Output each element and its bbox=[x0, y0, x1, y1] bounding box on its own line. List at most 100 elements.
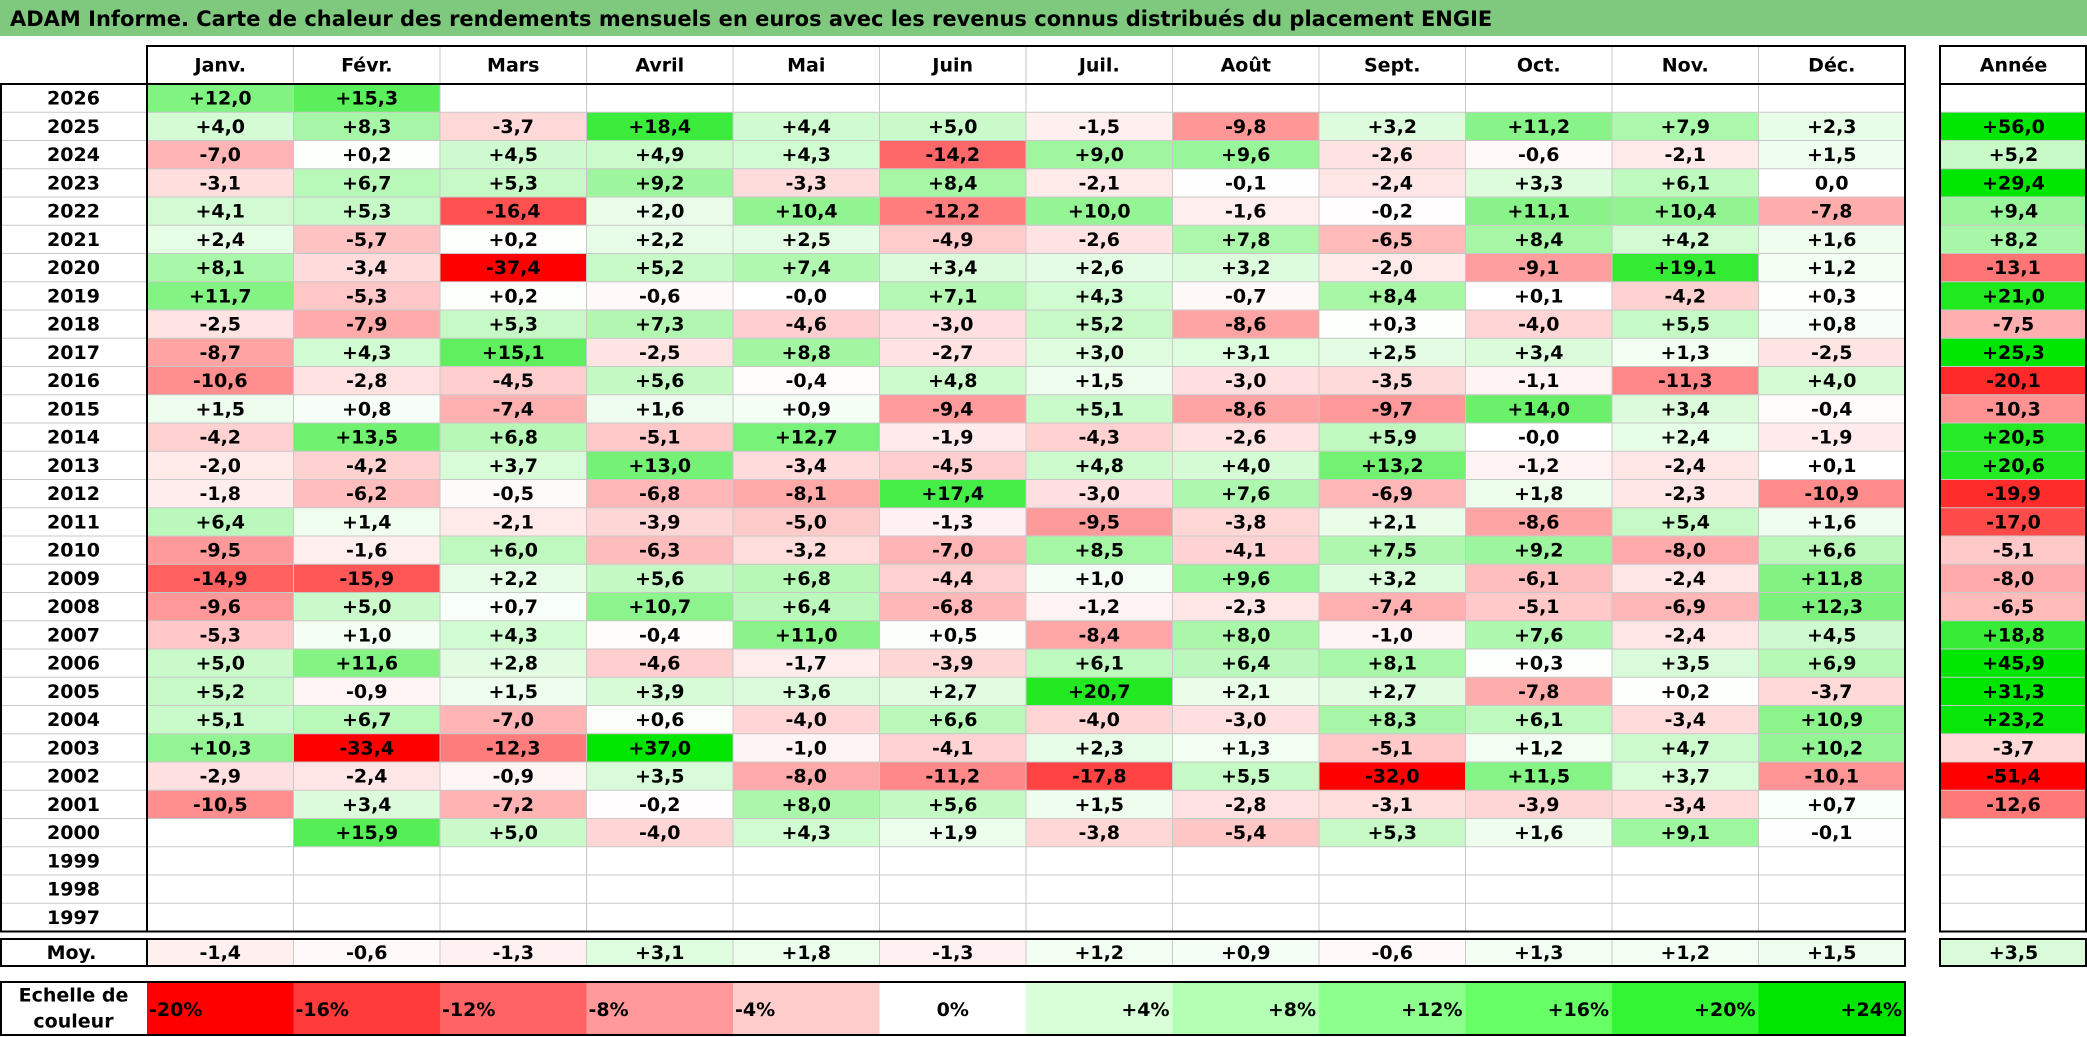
cell-value: +1,5 bbox=[195, 398, 245, 420]
heatmap-cell bbox=[586, 253, 733, 282]
color-scale-label: -20% bbox=[149, 999, 202, 1021]
heatmap-cell bbox=[440, 168, 587, 197]
color-scale-swatch bbox=[733, 982, 880, 1035]
cell-value: -1,1 bbox=[1518, 370, 1560, 392]
cell-value: +0,2 bbox=[342, 144, 392, 166]
cell-value: +5,0 bbox=[195, 653, 245, 675]
annual-value: +21,0 bbox=[1982, 285, 2045, 307]
cell-value: -8,0 bbox=[785, 766, 827, 788]
average-value: -1,4 bbox=[199, 942, 241, 964]
annual-value: -5,1 bbox=[1993, 540, 2035, 562]
cell-value: -5,1 bbox=[639, 427, 681, 449]
heatmap-cell bbox=[879, 253, 1026, 282]
heatmap-cell bbox=[1465, 536, 1612, 565]
heatmap-cell bbox=[293, 592, 440, 621]
average-cell bbox=[1758, 939, 1905, 966]
cell-value: -7,8 bbox=[1811, 201, 1853, 223]
heatmap-cell bbox=[733, 479, 880, 508]
cell-value: -5,3 bbox=[199, 624, 241, 646]
cell-value: +1,5 bbox=[488, 681, 538, 703]
chart-title: ADAM Informe. Carte de chaleur des rende… bbox=[0, 0, 2087, 36]
cell-value: +4,3 bbox=[781, 144, 831, 166]
average-cell bbox=[586, 939, 733, 966]
heatmap-cell bbox=[1319, 281, 1466, 310]
cell-value: +0,2 bbox=[1660, 681, 1710, 703]
cell-value: +4,0 bbox=[1221, 455, 1271, 477]
color-scale-label: +16% bbox=[1548, 999, 1609, 1021]
cell-value: +2,4 bbox=[1660, 427, 1710, 449]
cell-value: +5,3 bbox=[488, 172, 538, 194]
cell-value: +3,5 bbox=[1660, 653, 1710, 675]
heatmap-cell bbox=[440, 451, 587, 480]
heatmap-cell bbox=[147, 790, 294, 819]
heatmap-cell bbox=[879, 479, 1026, 508]
cell-value: -1,9 bbox=[1811, 427, 1853, 449]
heatmap-cell bbox=[879, 394, 1026, 423]
annual-cell bbox=[1940, 310, 2087, 339]
cell-value: -2,4 bbox=[1371, 172, 1413, 194]
cell-value: -15,9 bbox=[339, 568, 394, 590]
cell-value: +10,4 bbox=[775, 201, 838, 223]
cell-value: +13,2 bbox=[1361, 455, 1424, 477]
heatmap-cell bbox=[293, 564, 440, 593]
heatmap-cell bbox=[1758, 310, 1905, 339]
heatmap-cell bbox=[1465, 592, 1612, 621]
heatmap-cell bbox=[1172, 366, 1319, 395]
cell-value: +0,1 bbox=[1807, 455, 1857, 477]
annual-value: +25,3 bbox=[1982, 342, 2045, 364]
row-year-label: 2017 bbox=[47, 342, 100, 364]
cell-value: -5,7 bbox=[346, 229, 388, 251]
cell-value: -2,3 bbox=[1664, 483, 1706, 505]
cell-value: +5,5 bbox=[1221, 766, 1271, 788]
cell-value: +2,4 bbox=[195, 229, 245, 251]
cell-value: +8,1 bbox=[195, 257, 245, 279]
cell-value: +3,6 bbox=[781, 681, 831, 703]
cell-value: +1,9 bbox=[928, 822, 978, 844]
cell-value: -1,0 bbox=[1371, 624, 1413, 646]
heatmap-cell bbox=[1026, 225, 1173, 254]
heatmap-cell bbox=[440, 366, 587, 395]
heatmap-cell bbox=[879, 790, 1026, 819]
heatmap-cell bbox=[1172, 394, 1319, 423]
heatmap-cell bbox=[1172, 168, 1319, 197]
cell-value: -1,2 bbox=[1518, 455, 1560, 477]
heatmap-cell bbox=[440, 536, 587, 565]
heatmap-cell bbox=[879, 225, 1026, 254]
heatmap-cell bbox=[733, 281, 880, 310]
heatmap-cell bbox=[1172, 818, 1319, 847]
cell-value: -16,4 bbox=[486, 201, 541, 223]
heatmap-cell bbox=[293, 705, 440, 734]
cell-value: +3,3 bbox=[1514, 172, 1564, 194]
annual-cell bbox=[1940, 564, 2087, 593]
heatmap-cell bbox=[1172, 225, 1319, 254]
heatmap-cell bbox=[293, 649, 440, 678]
heatmap-cell bbox=[1026, 762, 1173, 791]
heatmap-cell bbox=[879, 366, 1026, 395]
heatmap-cell bbox=[1026, 705, 1173, 734]
annual-cell bbox=[1940, 394, 2087, 423]
cell-value: +5,4 bbox=[1660, 511, 1710, 533]
heatmap-cell bbox=[1465, 762, 1612, 791]
cell-value: +1,6 bbox=[635, 398, 685, 420]
cell-value: -1,6 bbox=[1225, 201, 1267, 223]
cell-value: -3,0 bbox=[1225, 709, 1267, 731]
cell-value: -2,4 bbox=[346, 766, 388, 788]
cell-value: +10,2 bbox=[1800, 737, 1863, 759]
heatmap-cell bbox=[733, 564, 880, 593]
color-scale-label: couleur bbox=[33, 1011, 114, 1033]
cell-value: +10,4 bbox=[1654, 201, 1717, 223]
row-year-label: 2011 bbox=[47, 511, 100, 533]
cell-value: +0,7 bbox=[488, 596, 538, 618]
color-scale-label: 0% bbox=[937, 999, 969, 1021]
heatmap-cell bbox=[293, 197, 440, 226]
cell-value: -3,4 bbox=[1664, 794, 1706, 816]
cell-value: +4,5 bbox=[1807, 624, 1857, 646]
cell-value: +9,0 bbox=[1074, 144, 1124, 166]
cell-value: -4,4 bbox=[932, 568, 974, 590]
annual-cell bbox=[1940, 451, 2087, 480]
annual-cell bbox=[1940, 338, 2087, 367]
cell-value: -3,8 bbox=[1078, 822, 1120, 844]
cell-value: -4,0 bbox=[1518, 314, 1560, 336]
cell-value: -4,3 bbox=[1078, 427, 1120, 449]
heatmap-cell bbox=[733, 338, 880, 367]
